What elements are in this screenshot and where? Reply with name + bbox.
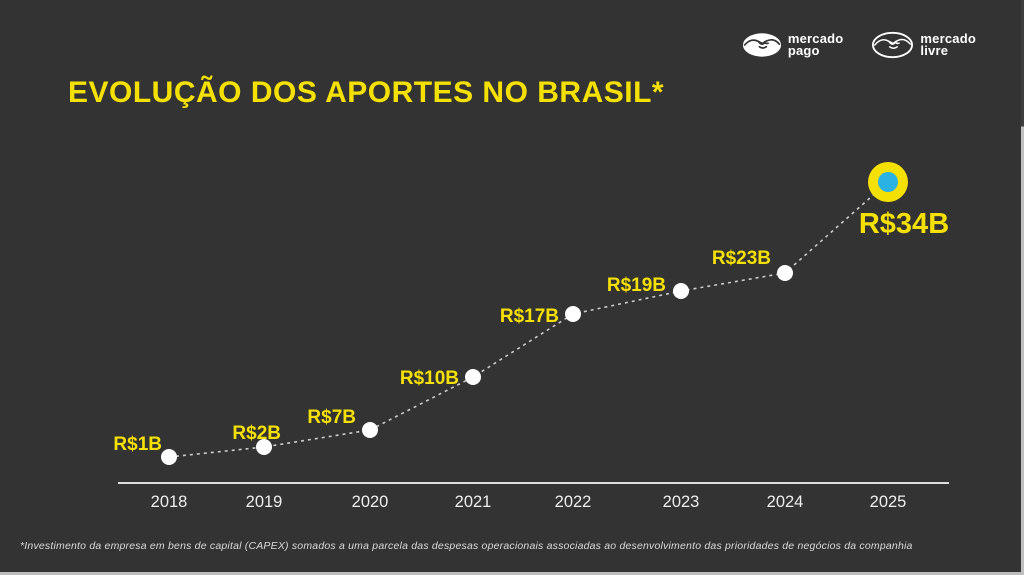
brand-logos: mercado pago mercado livre <box>742 31 976 59</box>
x-tick-2021: 2021 <box>455 493 492 511</box>
data-point-2024 <box>777 265 793 281</box>
data-point-2019 <box>256 439 272 455</box>
data-point-2022 <box>565 306 581 322</box>
x-tick-2025: 2025 <box>870 493 907 511</box>
x-tick-2018: 2018 <box>151 493 188 511</box>
data-point-2021 <box>465 369 481 385</box>
handshake-oval-filled-icon <box>742 33 781 57</box>
mercado-livre-wordmark: mercado livre <box>920 31 976 58</box>
value-label-2021: R$10B <box>400 368 459 389</box>
trend-line <box>168 181 889 458</box>
x-tick-2023: 2023 <box>663 493 700 511</box>
value-label-2023: R$19B <box>607 275 666 296</box>
page-title: EVOLUÇÃO DOS APORTES NO BRASIL* <box>68 76 665 109</box>
x-tick-2022: 2022 <box>555 493 592 511</box>
value-label-2019: R$2B <box>232 423 281 444</box>
data-point-2020 <box>362 422 378 438</box>
x-tick-2020: 2020 <box>352 493 389 511</box>
x-tick-2024: 2024 <box>767 493 804 511</box>
mercado-pago-wordmark: mercado pago <box>787 31 844 58</box>
x-tick-2019: 2019 <box>246 493 283 511</box>
footnote: *Investimento da empresa em bens de capi… <box>20 540 913 552</box>
mercado-pago-logo: mercado pago <box>742 32 844 58</box>
value-label-2024: R$23B <box>712 248 771 269</box>
data-point-2018 <box>161 449 177 465</box>
value-label-2022: R$17B <box>500 306 559 327</box>
mercado-livre-wordmark-line2: livre <box>920 43 949 58</box>
handshake-oval-outline-icon <box>872 31 914 59</box>
value-label-2018: R$1B <box>113 434 162 455</box>
data-point-2023 <box>673 283 689 299</box>
mercado-livre-logo: mercado livre <box>871 31 976 59</box>
mercado-pago-wordmark-line2: pago <box>787 43 820 58</box>
value-label-2025: R$34B <box>859 208 949 240</box>
highlight-point-inner-2025 <box>878 172 898 192</box>
mercado-pago-wordmark-line1: mercado <box>787 31 844 46</box>
value-label-2020: R$7B <box>307 407 356 428</box>
mercado-livre-wordmark-line1: mercado <box>920 31 976 46</box>
